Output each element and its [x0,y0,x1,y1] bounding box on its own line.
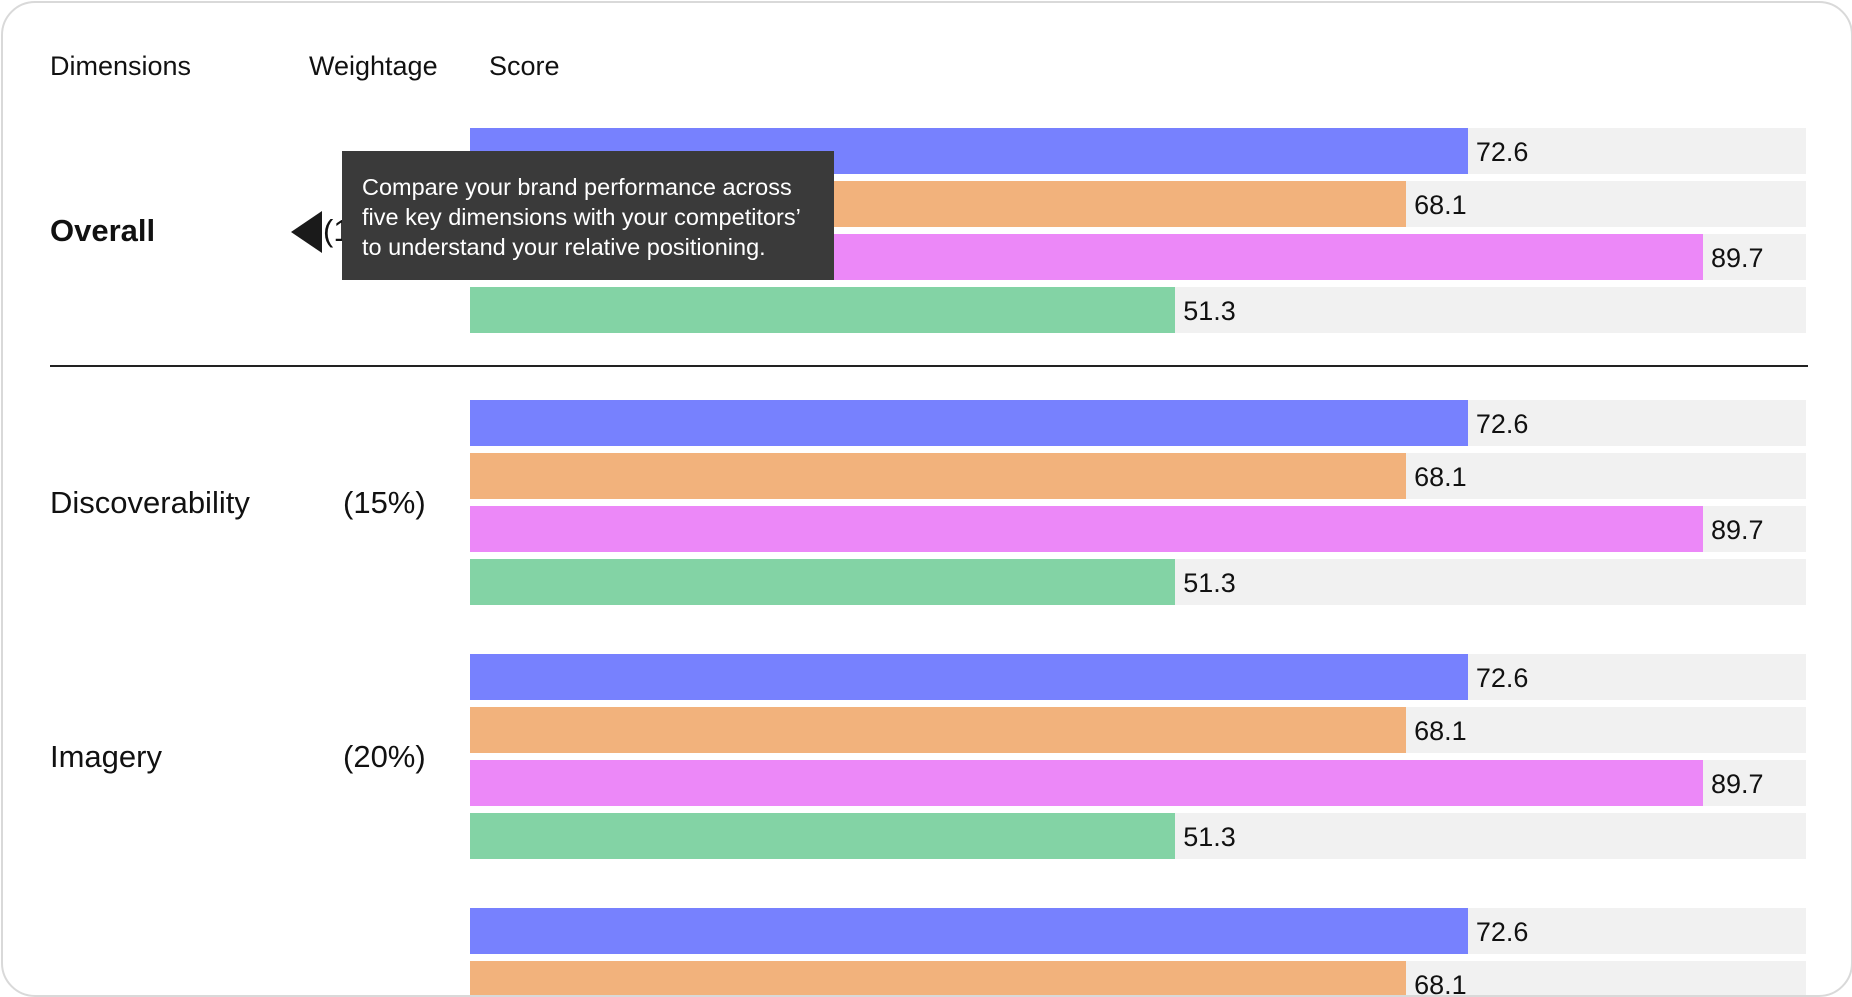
discoverability-series-3-value-label: 89.7 [1711,515,1764,545]
discoverability-series-3-bar [470,506,1703,552]
discoverability-series-4-track: 51.3 [470,559,1806,605]
imagery-series-1-value-label: 72.6 [1475,663,1529,693]
discoverability-series-2-value-label: 68.1 [1414,462,1467,492]
overall-series-2-value-label: 68.1 [1414,190,1467,220]
next-dimension-series-1-value-label: 72.6 [1475,917,1529,947]
imagery-series-2-track: 68.1 [470,707,1806,753]
overall-series-3-value-label: 89.7 [1711,243,1764,273]
imagery-series-2-value-label: 68.1 [1414,716,1467,746]
overall-series-4-bar [470,287,1176,333]
imagery-series-4-track: 51.3 [470,813,1806,859]
discoverability-weight: (15%) [343,485,426,520]
imagery-series-4-bar [470,813,1176,859]
discoverability-series-2-bar [470,453,1407,499]
next-dimension-series-2-value-label: 68.1 [1414,970,1467,997]
discoverability-series-1-bar [470,400,1468,446]
imagery-series-3-track: 89.7 [470,760,1806,806]
tooltip-pointer-icon [291,211,322,253]
next-dimension-series-2-bar [470,961,1407,995]
imagery-series-2-bar [470,707,1407,753]
overall-series-4-value-label: 51.3 [1183,296,1236,326]
imagery-series-3-bar [470,760,1703,806]
overall-dimension-label: Overall [50,213,156,248]
next-dimension-series-1-track: 72.6 [470,908,1806,954]
imagery-series-1-bar [470,654,1468,700]
next-dimension-series-2-track: 68.1 [470,961,1806,997]
discoverability-series-1-track: 72.6 [470,400,1806,446]
discoverability-dimension-label: Discoverability [50,485,250,520]
imagery-series-1-track: 72.6 [470,654,1806,700]
discoverability-series-2-track: 68.1 [470,453,1806,499]
discoverability-series-1-value-label: 72.6 [1475,409,1529,439]
discoverability-series-4-bar [470,559,1176,605]
discoverability-series-4-value-label: 51.3 [1183,568,1236,598]
overall-divider [50,365,1808,367]
discoverability-series-3-track: 89.7 [470,506,1806,552]
overall-series-1-value-label: 72.6 [1475,137,1529,167]
weightage-column-header: Weightage [309,51,438,81]
score-column-header: Score [489,51,560,81]
imagery-series-4-value-label: 51.3 [1183,822,1236,852]
dimensions-column-header: Dimensions [50,51,192,81]
next-dimension-series-1-bar [470,908,1468,954]
overall-series-4-track: 51.3 [470,287,1806,333]
imagery-series-3-value-label: 89.7 [1711,769,1764,799]
info-tooltip: Compare your brand performance across fi… [342,151,834,280]
imagery-dimension-label: Imagery [50,739,162,774]
imagery-weight: (20%) [343,739,426,774]
